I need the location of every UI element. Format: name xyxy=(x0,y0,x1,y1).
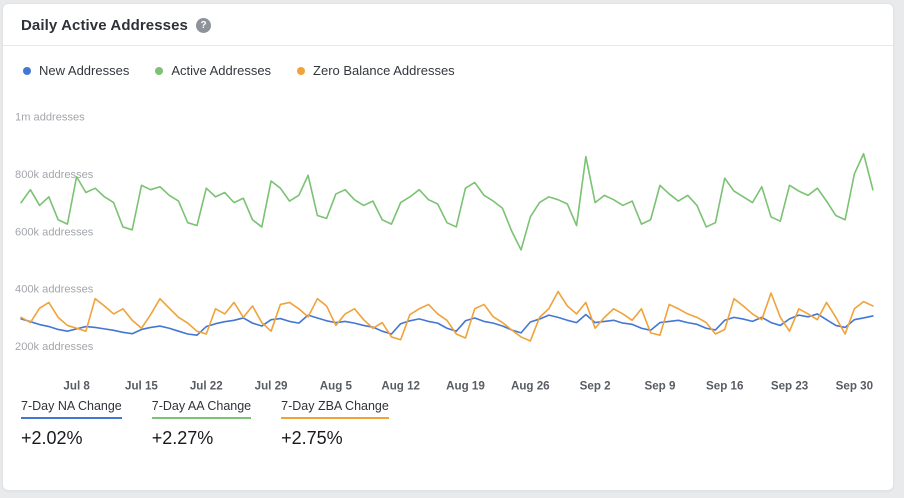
legend-item-active-addresses[interactable]: Active Addresses xyxy=(155,63,271,78)
x-axis-tick-label: Sep 23 xyxy=(771,380,809,393)
stat-label: 7-Day NA Change xyxy=(21,399,122,419)
stat-value: +2.02% xyxy=(21,427,83,448)
header-divider xyxy=(3,45,893,46)
y-axis-tick-label: 1m addresses xyxy=(15,111,85,123)
x-axis-tick-label: Aug 26 xyxy=(511,380,550,393)
stat-value: +2.75% xyxy=(281,427,343,448)
stat-label: 7-Day ZBA Change xyxy=(281,399,389,419)
legend-item-new-addresses[interactable]: New Addresses xyxy=(23,63,129,78)
stat-value: +2.27% xyxy=(151,427,214,448)
legend-label: Active Addresses xyxy=(171,63,272,78)
x-axis-tick-label: Jul 22 xyxy=(190,380,223,393)
legend-dot xyxy=(23,66,31,75)
x-axis-tick-label: Aug 12 xyxy=(381,380,420,393)
help-icon[interactable]: ? xyxy=(196,18,212,33)
x-axis-tick-label: Jul 8 xyxy=(63,380,90,393)
x-axis-tick-label: Sep 30 xyxy=(836,380,873,393)
y-axis-tick-label: 600k addresses xyxy=(15,226,94,238)
legend: New Addresses Active Addresses Zero Bala… xyxy=(3,46,893,82)
series-line-zero-balance-addresses xyxy=(20,290,874,342)
legend-dot xyxy=(155,66,164,75)
card-header: Daily Active Addresses ? xyxy=(3,4,893,45)
stat-na-change: 7-Day NA Change +2.02% xyxy=(21,397,122,449)
y-axis-tick-label: 800k addresses xyxy=(15,169,94,181)
x-axis-tick-label: Jul 15 xyxy=(125,380,158,393)
legend-item-zero-balance-addresses[interactable]: Zero Balance Addresses xyxy=(297,63,455,78)
legend-label: New Addresses xyxy=(39,63,130,78)
stats-row: 7-Day NA Change +2.02% 7-Day AA Change +… xyxy=(3,395,893,461)
stat-label: 7-Day AA Change xyxy=(151,399,252,419)
page-title: Daily Active Addresses xyxy=(21,17,189,34)
x-axis-tick-label: Aug 19 xyxy=(446,380,485,393)
legend-label: Zero Balance Addresses xyxy=(313,63,455,78)
x-axis-tick-label: Jul 29 xyxy=(255,380,288,393)
stat-zba-change: 7-Day ZBA Change +2.75% xyxy=(281,397,389,449)
series-line-new-addresses xyxy=(20,313,874,337)
daily-active-addresses-card: Daily Active Addresses ? New Addresses A… xyxy=(2,3,894,491)
x-axis-tick-label: Sep 2 xyxy=(580,380,611,393)
x-axis-tick-label: Aug 5 xyxy=(320,380,353,393)
series-line-active-addresses xyxy=(20,152,874,251)
stat-aa-change: 7-Day AA Change +2.27% xyxy=(151,397,252,449)
chart-svg: 200k addresses 400k addresses 600k address… xyxy=(15,111,874,393)
y-axis-tick-label: 400k addresses xyxy=(15,284,94,296)
legend-dot xyxy=(297,66,306,75)
line-chart[interactable]: 200k addresses 400k addresses 600k address… xyxy=(13,92,885,395)
x-axis-tick-label: Sep 16 xyxy=(706,380,744,393)
y-axis-tick-label: 200k addresses xyxy=(15,341,94,353)
x-axis-tick-label: Sep 9 xyxy=(644,380,675,393)
